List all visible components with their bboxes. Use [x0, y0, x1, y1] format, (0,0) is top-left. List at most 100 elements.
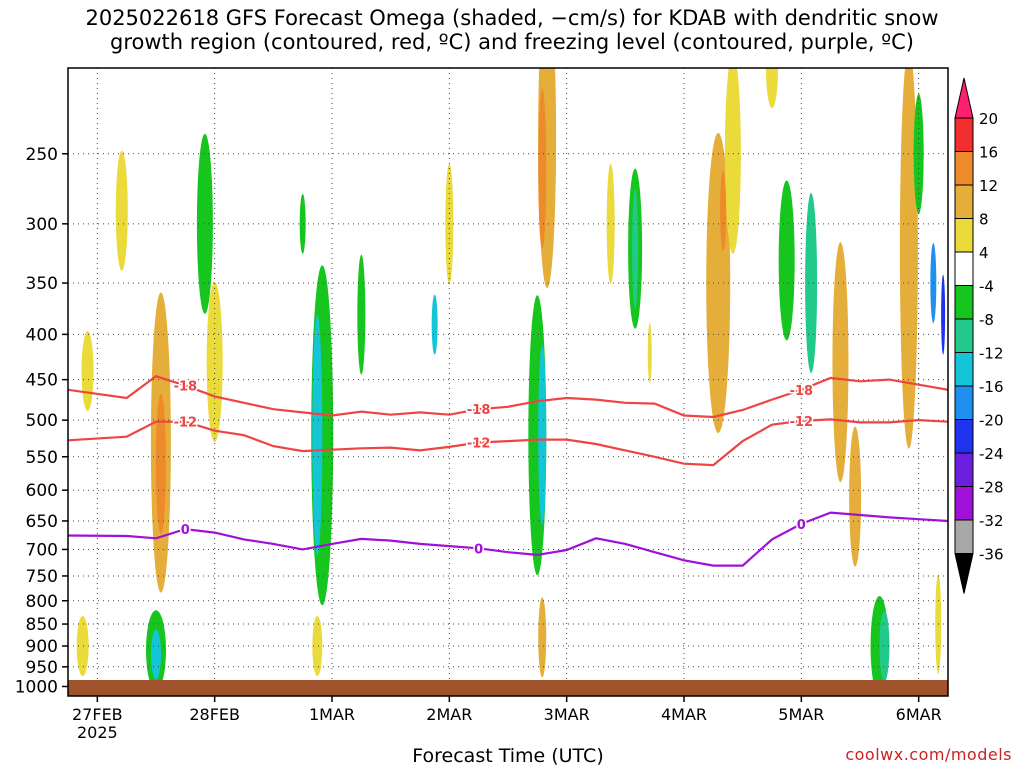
colorbar-label: -24	[979, 445, 1004, 463]
omega-cell	[941, 274, 946, 355]
contour-label: 0	[797, 518, 806, 533]
terrain-band	[68, 680, 948, 696]
y-tick-label: 600	[26, 481, 58, 501]
contour-label: -12	[467, 437, 491, 452]
omega-cell	[805, 193, 818, 374]
y-tick-label: 750	[26, 567, 58, 587]
omega-cell	[273, 0, 293, 31]
omega-cell	[879, 611, 890, 682]
contour-label: 0	[474, 542, 483, 557]
omega-cell	[647, 323, 652, 384]
omega-cell	[431, 294, 438, 355]
x-tick-label: 2MAR	[426, 705, 472, 724]
omega-cell	[76, 616, 89, 677]
colorbar-label: 12	[979, 177, 998, 195]
omega-cell	[312, 315, 323, 556]
omega-cell	[538, 345, 547, 526]
colorbar-swatch	[954, 452, 974, 487]
x-tick-label: 28FEB	[189, 705, 240, 724]
y-tick-label: 950	[26, 658, 58, 678]
y-tick-label: 1000	[15, 678, 58, 698]
x-tick-label: 6MAR	[896, 705, 942, 724]
y-tick-label: 500	[26, 411, 58, 431]
colorbar-label: -20	[979, 412, 1004, 430]
y-tick-label: 450	[26, 371, 58, 391]
colorbar-swatch	[954, 117, 974, 152]
chart-title: 2025022618 GFS Forecast Omega (shaded, −…	[0, 6, 1024, 54]
omega-cell	[766, 68, 778, 108]
colorbar-swatch	[954, 184, 974, 219]
y-tick-label: 850	[26, 615, 58, 635]
y-tick-label: 550	[26, 448, 58, 468]
colorbar-label: -28	[979, 479, 1004, 497]
title-line-2: growth region (contoured, red, ºC) and f…	[110, 30, 914, 54]
colorbar-swatch	[954, 318, 974, 353]
colorbar-label: 8	[979, 211, 989, 229]
contour--12	[68, 418, 948, 467]
omega-cell	[357, 254, 366, 375]
x-axis-label: Forecast Time (UTC)	[412, 745, 604, 767]
omega-cell	[115, 150, 128, 271]
y-tick-label: 300	[26, 215, 58, 235]
omega-cell	[849, 426, 862, 567]
contour-label: -12	[790, 415, 814, 430]
omega-cell	[206, 282, 223, 443]
omega-cell	[538, 597, 547, 678]
omega-cell	[832, 242, 849, 483]
colorbar-label: -32	[979, 512, 1004, 530]
x-tick-label: 4MAR	[661, 705, 707, 724]
plot-frame	[67, 67, 949, 697]
omega-cell	[312, 616, 323, 677]
omega-cell	[273, 0, 283, 37]
source-credit: coolwx.com/models	[845, 745, 1012, 764]
omega-cell	[196, 133, 213, 314]
x-tick-year: 2025	[77, 723, 118, 742]
colorbar-label: -16	[979, 378, 1004, 396]
contour--18	[68, 374, 948, 419]
y-axis: 2503003504004505005506006507007508008509…	[15, 145, 68, 698]
colorbar-swatch	[954, 385, 974, 420]
omega-cell	[299, 193, 306, 254]
x-tick-label: 27FEB	[72, 705, 123, 724]
colorbar-swatch	[954, 519, 974, 554]
x-tick-label: 5MAR	[778, 705, 824, 724]
y-tick-label: 400	[26, 325, 58, 345]
colorbar: 20 16 12 8 4 -4 -8 -12 -16 -20 -24 -28 -32 -36	[954, 77, 1004, 594]
colorbar-swatch	[954, 285, 974, 320]
colorbar-swatch	[954, 352, 974, 387]
omega-shading	[76, 0, 946, 696]
omega-cell	[538, 88, 547, 249]
title-line-1: 2025022618 GFS Forecast Omega (shaded, −…	[85, 6, 939, 30]
y-tick-label: 650	[26, 512, 58, 532]
colorbar-label: -12	[979, 345, 1004, 363]
contour-label: 0	[181, 523, 190, 538]
contour-lines: -18 -18 -18 -12 -12 -12 0 0 0	[68, 374, 948, 567]
colorbar-label: 16	[979, 144, 998, 162]
y-tick-label: 350	[26, 274, 58, 294]
y-tick-label: 900	[26, 637, 58, 657]
colorbar-label: 20	[979, 110, 998, 128]
y-tick-label: 800	[26, 592, 58, 612]
colorbar-swatch	[954, 251, 974, 286]
colorbar-swatch	[954, 218, 974, 253]
contour-label: -18	[174, 380, 198, 395]
omega-cell	[81, 331, 94, 412]
colorbar-label: -36	[979, 546, 1004, 564]
omega-cell	[606, 163, 615, 284]
omega-cell	[151, 629, 161, 680]
colorbar-label: -8	[979, 311, 994, 329]
y-tick-label: 250	[26, 145, 58, 165]
omega-cell	[778, 180, 795, 341]
omega-cell	[155, 393, 166, 534]
omega-cell	[632, 188, 639, 309]
colorbar-swatch	[954, 486, 974, 521]
omega-cell	[724, 68, 741, 254]
x-tick-label: 3MAR	[544, 705, 590, 724]
contour-0	[68, 511, 948, 567]
contour-label: -18	[790, 384, 814, 399]
omega-cell	[899, 68, 918, 449]
x-axis: 27FEB 28FEB 1MAR 2MAR 3MAR 4MAR 5MAR 6MAR 2025	[72, 696, 942, 742]
y-tick-label: 700	[26, 540, 58, 560]
colorbar-swatch	[954, 553, 974, 594]
